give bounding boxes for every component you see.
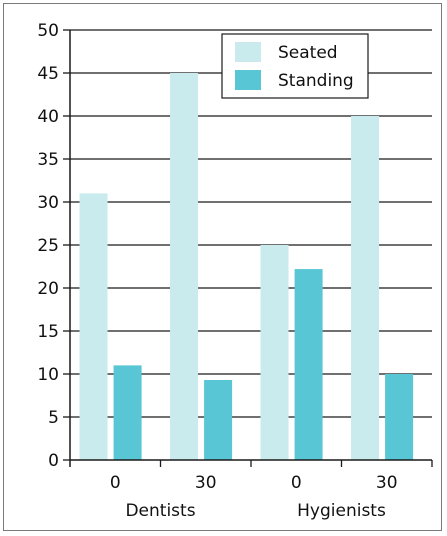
legend-label-standing: Standing xyxy=(278,71,354,91)
bar-seated xyxy=(260,245,289,460)
x-tick-label: 0 xyxy=(110,473,121,493)
legend: Seated Standing xyxy=(221,33,369,99)
bar-standing xyxy=(294,269,323,460)
bar-seated xyxy=(170,73,199,460)
legend-label-seated: Seated xyxy=(278,43,338,63)
x-tick-label: 0 xyxy=(291,473,302,493)
group-labels: Dentists Hygienists xyxy=(125,501,386,521)
y-tick-label: 15 xyxy=(37,322,59,342)
y-tick-label: 40 xyxy=(37,107,59,127)
x-tick-label: 30 xyxy=(195,473,217,493)
bar-seated xyxy=(79,193,108,460)
axes xyxy=(63,29,433,467)
x-tick-label: 30 xyxy=(376,473,398,493)
y-tick-label: 10 xyxy=(37,365,59,385)
y-tick-labels: 0 5 10 15 20 25 30 35 40 45 50 xyxy=(37,21,59,471)
y-tick-label: 25 xyxy=(37,236,59,256)
bar-standing xyxy=(204,380,233,460)
y-tick-label: 45 xyxy=(37,64,59,84)
group-label: Hygienists xyxy=(297,501,386,521)
y-tick-label: 0 xyxy=(48,451,59,471)
y-tick-label: 50 xyxy=(37,21,59,41)
bar-standing xyxy=(113,365,142,460)
y-tick-label: 30 xyxy=(37,193,59,213)
bars xyxy=(79,73,414,460)
bar-standing xyxy=(385,374,414,460)
y-tick-label: 35 xyxy=(37,150,59,170)
group-label: Dentists xyxy=(125,501,195,521)
x-tick-labels: 0 30 0 30 xyxy=(110,473,398,493)
y-tick-label: 5 xyxy=(48,408,59,428)
legend-swatch-seated xyxy=(235,42,261,62)
bar-seated xyxy=(351,116,380,460)
legend-swatch-standing xyxy=(235,70,261,90)
y-tick-label: 20 xyxy=(37,279,59,299)
